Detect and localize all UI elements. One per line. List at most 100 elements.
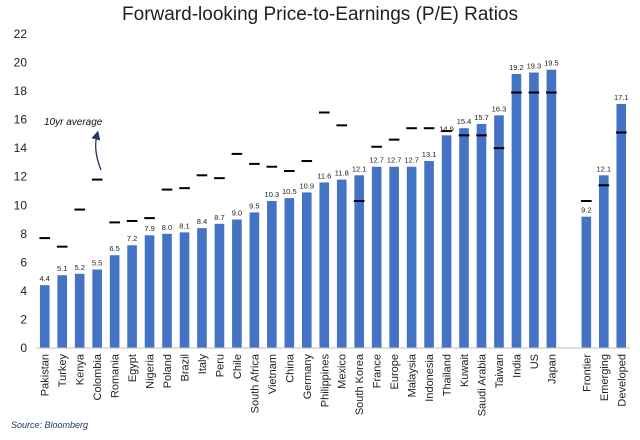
x-tick-label: Emerging xyxy=(599,354,611,401)
x-tick-label: US xyxy=(529,354,541,369)
x-tick-label: South Korea xyxy=(354,353,366,415)
data-label: 11.6 xyxy=(317,171,331,180)
y-tick-label: 0 xyxy=(20,341,27,355)
x-tick-label: Europe xyxy=(389,354,401,389)
data-label: 7.9 xyxy=(144,224,154,233)
data-label: 5.5 xyxy=(92,259,102,268)
x-tick-label: Taiwan xyxy=(494,354,506,388)
x-tick-label: Kuwait xyxy=(459,354,471,387)
bar xyxy=(284,198,295,348)
x-tick-label: Turkey xyxy=(57,354,69,388)
x-tick-label: Japan xyxy=(546,354,558,384)
x-tick-label: France xyxy=(372,354,384,388)
x-tick-label: Thailand xyxy=(442,354,454,396)
x-tick-label: Peru xyxy=(214,354,226,377)
y-tick-label: 16 xyxy=(14,113,28,127)
chart-title: Forward-looking Price-to-Earnings (P/E) … xyxy=(122,4,518,25)
x-tick-label: Mexico xyxy=(337,354,349,389)
data-label: 8.1 xyxy=(179,221,189,230)
y-tick-label: 6 xyxy=(20,255,27,269)
x-tick-label: Kenya xyxy=(75,353,87,385)
data-label: 10.3 xyxy=(265,190,280,199)
data-label: 19.2 xyxy=(509,63,524,72)
source-note: Source: Bloomberg xyxy=(11,420,89,430)
bar xyxy=(301,192,312,348)
bar xyxy=(109,255,120,348)
data-label: 8.4 xyxy=(197,217,207,226)
bar xyxy=(406,166,417,348)
data-label: 10.9 xyxy=(299,181,314,190)
bar xyxy=(74,273,85,348)
x-tick-label: Philippines xyxy=(319,354,331,408)
data-label: 12.1 xyxy=(596,164,611,173)
y-tick-label: 12 xyxy=(14,170,28,184)
data-label: 19.5 xyxy=(544,59,559,68)
data-label: 5.2 xyxy=(74,263,84,272)
data-label: 7.2 xyxy=(127,234,137,243)
data-label: 14.9 xyxy=(439,124,454,133)
x-tick-label: China xyxy=(284,353,296,383)
bar xyxy=(197,228,207,348)
bar xyxy=(127,245,137,348)
x-tick-label: Germany xyxy=(302,354,314,400)
x-tick-label: Chile xyxy=(232,354,244,379)
data-label: 9.2 xyxy=(581,206,591,215)
data-label: 12.7 xyxy=(387,156,402,165)
x-tick-label: Pakistan xyxy=(40,354,52,396)
x-tick-label: Developed xyxy=(616,354,628,407)
bar xyxy=(424,161,434,348)
bar xyxy=(39,285,50,348)
bar xyxy=(92,269,102,348)
y-tick-label: 4 xyxy=(20,284,27,298)
bar xyxy=(598,175,609,348)
y-tick-label: 2 xyxy=(20,312,27,326)
bar xyxy=(441,135,452,348)
data-label: 12.7 xyxy=(369,156,384,165)
data-label: 15.7 xyxy=(474,113,489,122)
bar xyxy=(232,219,242,348)
x-tick-label: Italy xyxy=(197,354,209,375)
bar xyxy=(144,235,155,348)
x-tick-label: Poland xyxy=(162,354,174,388)
bar xyxy=(389,166,399,348)
data-label: 9.5 xyxy=(249,201,259,210)
x-tick-label: Colombia xyxy=(92,353,104,400)
data-label: 5.1 xyxy=(57,264,67,273)
bar xyxy=(371,166,382,348)
data-label: 13.1 xyxy=(422,150,437,159)
bar xyxy=(354,175,365,348)
bar xyxy=(494,115,504,348)
data-label: 11.8 xyxy=(335,169,349,178)
x-tick-label: Frontier xyxy=(581,354,593,392)
bar xyxy=(529,72,539,348)
bar xyxy=(214,223,225,348)
annotation-label: 10yr average xyxy=(44,117,103,128)
x-tick-label: South Africa xyxy=(249,353,261,413)
bar xyxy=(319,182,330,348)
data-label: 17.1 xyxy=(614,93,629,102)
bar xyxy=(249,212,260,348)
data-label: 8.0 xyxy=(162,223,172,232)
bar xyxy=(267,200,277,348)
x-tick-label: India xyxy=(511,353,523,378)
x-tick-label: Vietnam xyxy=(267,354,279,394)
bar xyxy=(162,233,172,348)
data-label: 10.5 xyxy=(282,187,297,196)
bar xyxy=(476,123,487,348)
y-tick-label: 20 xyxy=(14,56,28,70)
bar xyxy=(336,179,347,348)
data-label: 4.4 xyxy=(40,274,50,283)
data-label: 8.7 xyxy=(214,213,224,222)
x-tick-label: Indonesia xyxy=(424,353,436,402)
data-label: 19.3 xyxy=(527,62,542,71)
x-tick-label: Romania xyxy=(110,353,122,398)
x-tick-label: Brazil xyxy=(180,354,192,382)
bar xyxy=(581,216,592,348)
data-label: 6.5 xyxy=(109,244,119,253)
data-label: 12.1 xyxy=(352,164,367,173)
y-tick-label: 18 xyxy=(14,84,28,98)
x-tick-label: Egypt xyxy=(127,354,139,382)
bar xyxy=(546,69,557,348)
